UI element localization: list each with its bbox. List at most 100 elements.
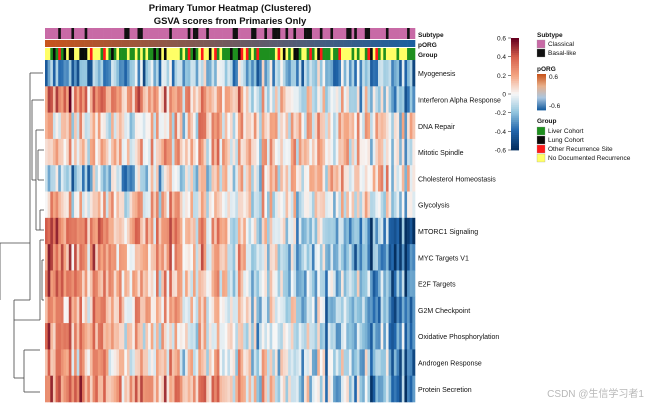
heatmap-cell [50, 86, 54, 113]
subtype-cell [227, 28, 231, 39]
heatmap-cell [63, 86, 67, 113]
group-cell [293, 48, 297, 60]
heatmap-cell [140, 323, 144, 350]
heatmap-cell [129, 138, 133, 166]
heatmap-cell [137, 244, 141, 271]
heatmap-cell [222, 191, 226, 219]
heatmap-cell [359, 375, 363, 403]
heatmap-cell [372, 191, 376, 219]
heatmap-cell [401, 349, 405, 376]
heatmap-cell [393, 86, 397, 113]
heatmap-cell [248, 375, 252, 403]
heatmap-cell [319, 112, 323, 140]
heatmap-cell [364, 217, 368, 245]
heatmap-cell [153, 296, 157, 324]
heatmap-cell [87, 165, 91, 192]
heatmap-cell [346, 60, 350, 87]
heatmap-cell [150, 86, 154, 113]
heatmap-cell [393, 60, 397, 87]
porg-cell [158, 40, 162, 47]
heatmap-cell [343, 375, 347, 403]
heatmap-cell [285, 112, 289, 140]
color-scale-segment [511, 60, 519, 63]
heatmap-cell [193, 86, 196, 113]
heatmap-cell [338, 244, 342, 271]
heatmap-cell [63, 349, 67, 376]
group-cell [150, 48, 154, 60]
heatmap-cell [243, 60, 247, 87]
heatmap-cell [383, 270, 387, 298]
heatmap-cell [245, 60, 249, 87]
group-cell [153, 48, 157, 60]
heatmap-cell [214, 138, 218, 166]
heatmap-cell [224, 112, 228, 140]
heatmap-cell [219, 217, 223, 245]
porg-scale-segment [537, 92, 546, 94]
heatmap-cell [79, 165, 83, 192]
heatmap-cell [311, 138, 315, 166]
heatmap-cell [370, 349, 374, 376]
heatmap-cell [311, 86, 315, 113]
heatmap-cell [163, 112, 167, 140]
heatmap-cell [309, 349, 313, 376]
heatmap-cell [166, 244, 170, 271]
heatmap-cell [309, 86, 313, 113]
group-cell [259, 48, 263, 60]
heatmap-cell [174, 270, 178, 298]
group-cell [216, 48, 220, 60]
heatmap-cell [174, 349, 178, 376]
heatmap-cell [158, 191, 162, 219]
heatmap-cell [216, 138, 220, 166]
porg-cell [95, 40, 99, 47]
heatmap-cell [150, 270, 154, 298]
heatmap-cell [327, 296, 331, 324]
heatmap-cell [103, 270, 107, 298]
heatmap-cell [84, 138, 88, 166]
heatmap-cell [129, 244, 133, 271]
heatmap-cell [227, 244, 231, 271]
heatmap-cell [193, 349, 196, 376]
heatmap-cell [375, 217, 379, 245]
porg-scale-segment [537, 77, 546, 79]
heatmap-cell [222, 165, 226, 192]
heatmap-cell [153, 60, 157, 87]
subtype-cell [219, 28, 223, 39]
heatmap-cell [322, 323, 326, 350]
heatmap-cell [124, 138, 128, 166]
heatmap-cell [407, 217, 411, 245]
heatmap-cell [166, 270, 170, 298]
heatmap-cell [248, 191, 252, 219]
heatmap-cell [407, 112, 411, 140]
heatmap-cell [261, 270, 265, 298]
heatmap-cell [89, 86, 93, 113]
heatmap-cell [74, 86, 78, 113]
heatmap-cell [68, 296, 72, 324]
heatmap-cell [407, 86, 411, 113]
heatmap-cell [240, 244, 244, 271]
heatmap-cell [393, 323, 397, 350]
heatmap-cell [362, 60, 366, 87]
heatmap-cell [166, 296, 170, 324]
heatmap-cell [293, 296, 297, 324]
heatmap-cell [206, 60, 210, 87]
heatmap-cell [399, 86, 403, 113]
heatmap-cell [79, 86, 83, 113]
heatmap-cell [251, 244, 255, 271]
heatmap-cell [87, 86, 91, 113]
color-scale-tick-label: -0.6 [495, 148, 507, 155]
heatmap-cell [132, 270, 136, 298]
heatmap-cell [116, 165, 120, 192]
heatmap-cell [161, 165, 165, 192]
heatmap-cell [306, 349, 310, 376]
heatmap-cell [200, 138, 204, 166]
heatmap-cell [158, 60, 162, 87]
heatmap-cell [235, 86, 239, 113]
heatmap-cell [391, 349, 395, 376]
heatmap-cell [142, 349, 146, 376]
heatmap-cell [348, 375, 352, 403]
heatmap-cell [409, 60, 413, 87]
heatmap-cell [219, 60, 223, 87]
subtype-cell [335, 28, 339, 39]
subtype-cell [103, 28, 107, 39]
heatmap-cell [79, 323, 83, 350]
